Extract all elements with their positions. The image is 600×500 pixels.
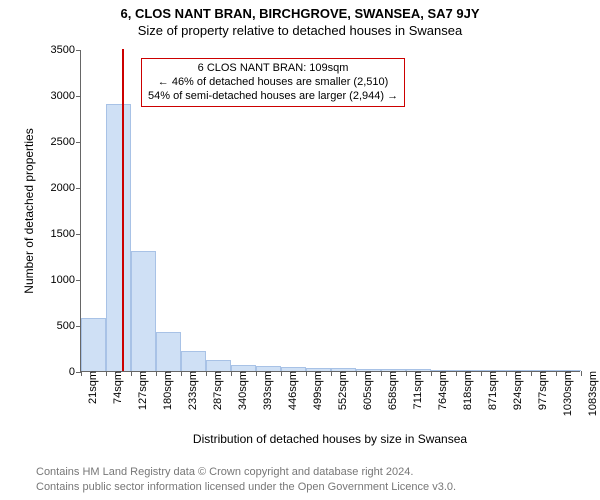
annotation-line: ← 46% of detached houses are smaller (2,… bbox=[148, 76, 398, 90]
property-marker-line bbox=[122, 49, 124, 371]
footer-line-1: Contains HM Land Registry data © Crown c… bbox=[36, 465, 456, 479]
x-tick-mark bbox=[481, 371, 482, 376]
x-axis-label: Distribution of detached houses by size … bbox=[80, 432, 580, 446]
x-tick-mark bbox=[331, 371, 332, 376]
x-tick-label: 127sqm bbox=[135, 371, 149, 410]
x-tick-label: 1083sqm bbox=[585, 371, 599, 416]
x-tick-mark bbox=[506, 371, 507, 376]
x-tick-label: 658sqm bbox=[385, 371, 399, 410]
x-tick-mark bbox=[131, 371, 132, 376]
x-tick-mark bbox=[181, 371, 182, 376]
x-tick-label: 74sqm bbox=[110, 371, 124, 404]
x-tick-label: 499sqm bbox=[310, 371, 324, 410]
histogram-bar bbox=[81, 318, 106, 371]
x-tick-label: 605sqm bbox=[360, 371, 374, 410]
x-tick-mark bbox=[531, 371, 532, 376]
annotation-line: 6 CLOS NANT BRAN: 109sqm bbox=[148, 62, 398, 76]
histogram-bar bbox=[206, 360, 231, 371]
y-tick-mark bbox=[76, 188, 81, 189]
x-tick-label: 21sqm bbox=[85, 371, 99, 404]
page-subtitle: Size of property relative to detached ho… bbox=[0, 21, 600, 38]
x-tick-label: 924sqm bbox=[510, 371, 524, 410]
x-tick-mark bbox=[581, 371, 582, 376]
histogram-chart: 050010001500200025003000350021sqm74sqm12… bbox=[80, 50, 580, 372]
y-axis-label: Number of detached properties bbox=[22, 50, 36, 372]
x-tick-mark bbox=[456, 371, 457, 376]
histogram-bar bbox=[156, 332, 181, 371]
x-tick-label: 233sqm bbox=[185, 371, 199, 410]
x-tick-label: 393sqm bbox=[260, 371, 274, 410]
histogram-bar bbox=[181, 351, 206, 371]
x-tick-label: 871sqm bbox=[485, 371, 499, 410]
x-tick-label: 287sqm bbox=[210, 371, 224, 410]
x-tick-mark bbox=[206, 371, 207, 376]
x-tick-label: 711sqm bbox=[410, 371, 424, 409]
y-tick-mark bbox=[76, 142, 81, 143]
y-tick-mark bbox=[76, 96, 81, 97]
x-tick-mark bbox=[281, 371, 282, 376]
x-tick-label: 446sqm bbox=[285, 371, 299, 410]
footer-line-2: Contains public sector information licen… bbox=[36, 480, 456, 494]
x-tick-label: 818sqm bbox=[460, 371, 474, 410]
x-tick-mark bbox=[81, 371, 82, 376]
x-tick-label: 340sqm bbox=[235, 371, 249, 410]
y-tick-mark bbox=[76, 280, 81, 281]
y-tick-mark bbox=[76, 50, 81, 51]
x-tick-mark bbox=[356, 371, 357, 376]
x-tick-label: 1030sqm bbox=[560, 371, 574, 416]
x-tick-mark bbox=[431, 371, 432, 376]
histogram-bar bbox=[106, 104, 131, 371]
page-title: 6, CLOS NANT BRAN, BIRCHGROVE, SWANSEA, … bbox=[0, 0, 600, 21]
x-tick-label: 764sqm bbox=[435, 371, 449, 410]
x-tick-mark bbox=[231, 371, 232, 376]
histogram-bar bbox=[131, 251, 156, 371]
annotation-line: 54% of semi-detached houses are larger (… bbox=[148, 90, 398, 104]
x-tick-mark bbox=[156, 371, 157, 376]
x-tick-mark bbox=[256, 371, 257, 376]
x-tick-label: 180sqm bbox=[160, 371, 174, 410]
x-tick-mark bbox=[556, 371, 557, 376]
x-tick-label: 977sqm bbox=[535, 371, 549, 410]
x-tick-label: 552sqm bbox=[335, 371, 349, 410]
x-tick-mark bbox=[106, 371, 107, 376]
x-tick-mark bbox=[381, 371, 382, 376]
x-tick-mark bbox=[306, 371, 307, 376]
y-tick-mark bbox=[76, 234, 81, 235]
footer-attribution: Contains HM Land Registry data © Crown c… bbox=[36, 465, 456, 494]
x-tick-mark bbox=[406, 371, 407, 376]
property-annotation: 6 CLOS NANT BRAN: 109sqm← 46% of detache… bbox=[141, 58, 405, 107]
